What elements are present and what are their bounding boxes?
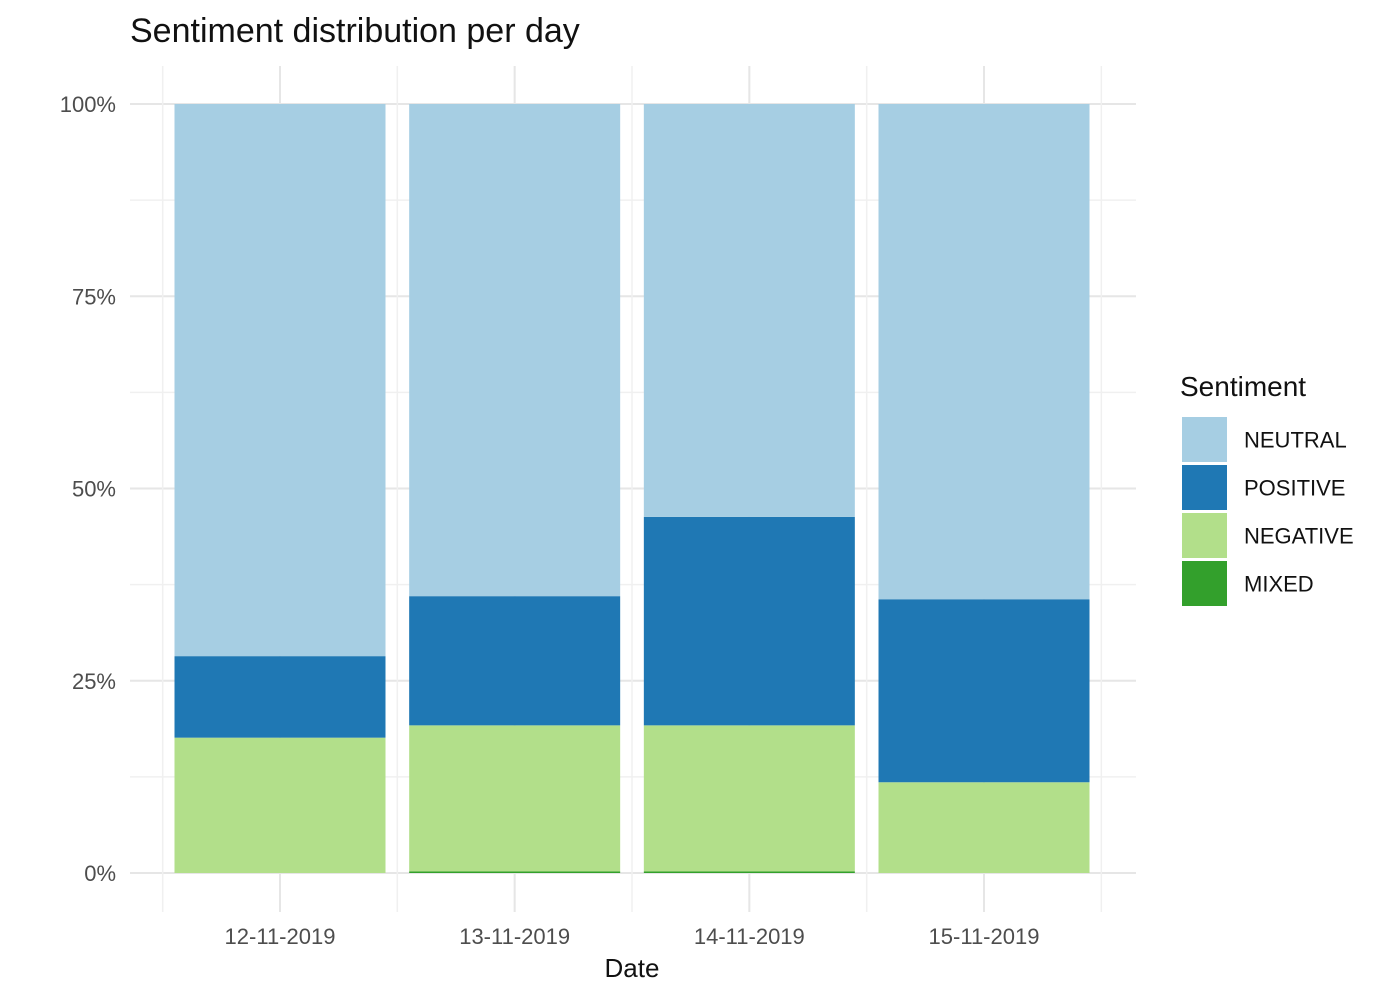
bar-segment-neutral [174,104,386,657]
x-tick-label: 12-11-2019 [225,924,336,949]
legend-item-negative: NEGATIVE [1182,513,1354,558]
legend-label: NEUTRAL [1244,428,1347,453]
bar-stack-12-11-2019 [174,104,386,873]
legend-swatch [1182,417,1227,462]
bar-segment-negative [878,782,1090,873]
x-tick-label: 14-11-2019 [694,924,805,949]
x-axis-ticks: 12-11-2019 13-11-2019 14-11-2019 15-11-2019 [225,924,1040,949]
y-tick-label: 25% [72,669,116,694]
bar-segment-neutral [878,104,1090,600]
legend-item-mixed: MIXED [1182,561,1314,606]
bar-segment-positive [174,656,386,738]
legend-swatch [1182,561,1227,606]
legend-items: NEUTRAL POSITIVE NEGATIVE MIXED [1182,417,1354,606]
bar-segment-positive [878,599,1090,783]
bar-segment-neutral [409,104,621,597]
bar-segment-mixed [409,871,621,873]
legend-label: MIXED [1244,572,1314,597]
legend: Sentiment NEUTRAL POSITIVE NEGATIVE MIXED [1180,371,1354,606]
legend-swatch [1182,513,1227,558]
bars [174,104,1090,873]
bar-stack-14-11-2019 [643,104,855,873]
legend-label: NEGATIVE [1244,524,1354,549]
legend-item-neutral: NEUTRAL [1182,417,1347,462]
legend-swatch [1182,465,1227,510]
y-axis-ticks: 0% 25% 50% 75% 100% [60,92,116,886]
bar-segment-neutral [643,104,855,517]
bar-segment-negative [409,725,621,872]
legend-item-positive: POSITIVE [1182,465,1345,510]
y-tick-label: 75% [72,284,116,309]
y-tick-label: 100% [60,92,116,117]
legend-label: POSITIVE [1244,476,1345,501]
chart-title: Sentiment distribution per day [130,12,580,50]
y-tick-label: 0% [84,861,116,886]
bar-stack-15-11-2019 [878,104,1090,873]
bar-segment-negative [643,725,855,872]
bar-segment-mixed [643,871,855,873]
legend-title: Sentiment [1180,371,1306,402]
bar-segment-positive [643,516,855,726]
x-tick-label: 13-11-2019 [459,924,570,949]
bar-segment-negative [174,737,386,873]
x-axis-title: Date [605,953,660,983]
bar-segment-positive [409,596,621,726]
y-tick-label: 50% [72,477,116,502]
x-tick-label: 15-11-2019 [929,924,1040,949]
bar-stack-13-11-2019 [409,104,621,873]
